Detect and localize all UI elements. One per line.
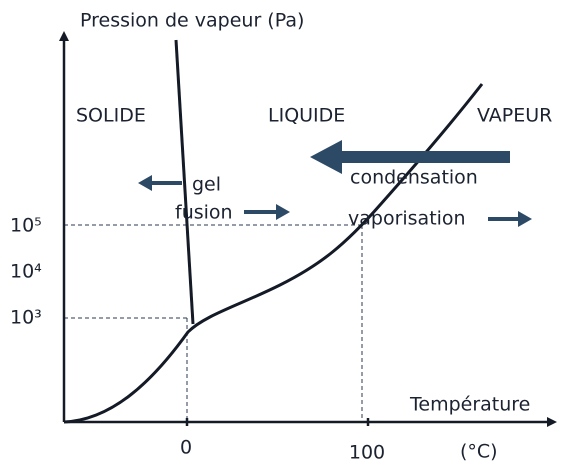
transition-label: gel <box>192 174 221 196</box>
transition-label: fusion <box>175 202 233 224</box>
y-tick-label: 10³ <box>10 307 42 329</box>
transition-label: vaporisation <box>348 208 466 230</box>
arrowhead <box>138 175 152 191</box>
fusion-curve <box>174 39 195 325</box>
y-axis-label: Pression de vapeur (Pa) <box>80 10 304 32</box>
region-label: LIQUIDE <box>268 105 345 127</box>
y-tick-label: 10⁴ <box>10 261 42 283</box>
region-label: SOLIDE <box>76 105 146 127</box>
x-unit: (°C) <box>460 441 498 463</box>
vaporization-curve <box>63 83 484 424</box>
arrowhead <box>310 140 342 174</box>
arrowhead <box>518 211 532 227</box>
transition-label: condensation <box>350 167 478 189</box>
region-label: VAPEUR <box>477 105 552 127</box>
arrowhead <box>276 204 290 220</box>
y-tick-label: 10⁵ <box>10 215 42 237</box>
x-tick-label: 100 <box>349 442 385 464</box>
x-tick-label: 0 <box>180 437 192 459</box>
x-axis-label: Température <box>409 394 530 416</box>
